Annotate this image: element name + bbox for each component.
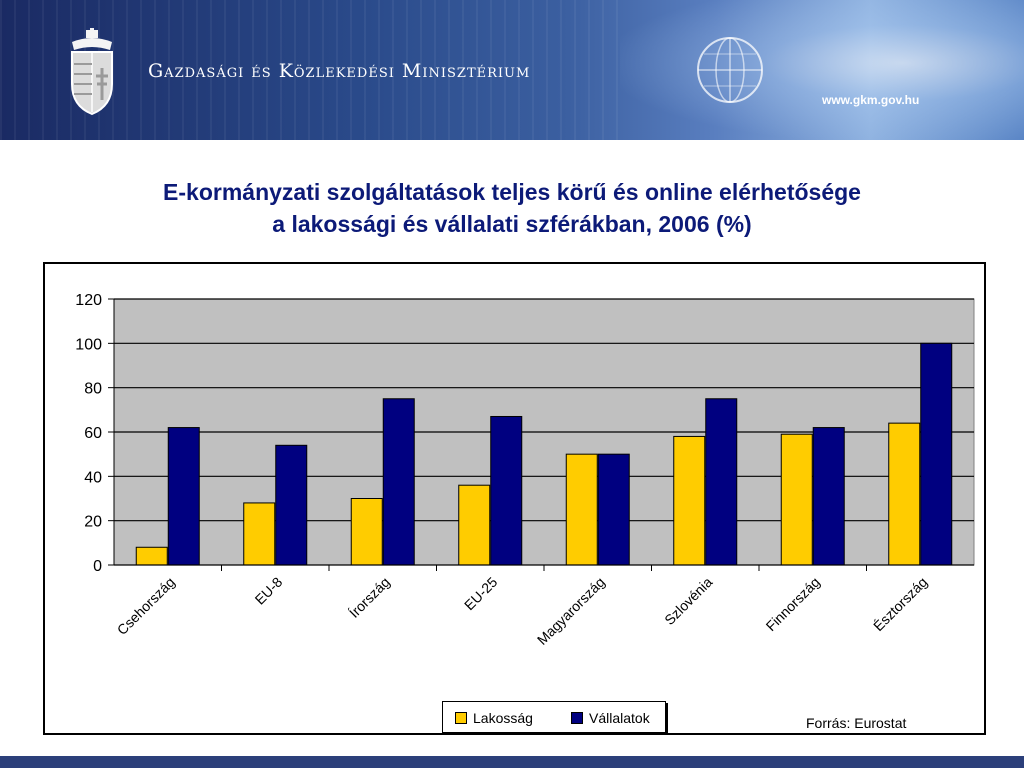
bar-lakossag	[458, 484, 491, 566]
x-tick-label: EU-25	[461, 574, 501, 614]
bar-lakossag	[350, 498, 383, 566]
legend-label-vallalatok: Vállalatok	[589, 710, 650, 726]
y-tick-label: 20	[84, 514, 102, 531]
bar-vallalatok	[275, 444, 308, 566]
website-url: www.gkm.gov.hu	[822, 93, 920, 107]
banner-glow	[620, 0, 1024, 140]
bar-vallalatok	[490, 415, 523, 566]
x-tick-label: Csehország	[114, 574, 178, 638]
x-tick-label: EU-8	[251, 574, 285, 608]
x-tick-label: Magyarország	[534, 574, 608, 648]
y-tick-label: 40	[84, 469, 102, 486]
source-note: Forrás: Eurostat	[806, 715, 907, 731]
chart-legend: Lakosság Vállalatok	[442, 701, 666, 733]
y-tick-label: 80	[84, 381, 102, 398]
bar-lakossag	[888, 422, 921, 566]
chart-title: E-kormányzati szolgáltatások teljes körű…	[40, 176, 984, 240]
bar-vallalatok	[167, 427, 200, 566]
bar-lakossag	[565, 453, 598, 566]
legend-swatch-vallalatok	[571, 712, 583, 725]
legend-swatch-lakossag	[455, 712, 467, 725]
y-tick-label: 0	[93, 558, 102, 575]
footer-bar	[0, 756, 1024, 768]
x-tick-label: Szlovénia	[661, 574, 715, 628]
legend-item-vallalatok: Vállalatok	[571, 710, 650, 726]
x-tick-label: Írország	[346, 574, 393, 621]
globe-icon	[697, 37, 763, 103]
legend-item-lakossag: Lakosság	[455, 710, 533, 726]
y-tick-label: 60	[84, 425, 102, 442]
bar-vallalatok	[597, 453, 630, 566]
x-tick-label: Észtország	[870, 574, 930, 634]
bar-vallalatok	[382, 398, 415, 566]
bar-lakossag	[243, 502, 276, 566]
header-banner: Gazdasági és Közlekedési Minisztérium ww…	[0, 0, 1024, 140]
organization-name: Gazdasági és Közlekedési Minisztérium	[148, 60, 531, 82]
bar-vallalatok	[812, 427, 845, 566]
chart-title-line-2: a lakossági és vállalati szférákban, 200…	[272, 211, 752, 237]
chart-title-line-1: E-kormányzati szolgáltatások teljes körű…	[163, 179, 861, 205]
legend-label-lakossag: Lakosság	[473, 710, 533, 726]
x-tick-label: Finnország	[763, 574, 823, 634]
bar-lakossag	[673, 435, 706, 566]
bar-lakossag	[780, 433, 813, 566]
bar-vallalatok	[705, 398, 738, 566]
bar-lakossag	[135, 546, 168, 566]
bar-vallalatok	[920, 342, 953, 566]
hungarian-coat-of-arms-icon	[71, 28, 113, 116]
y-tick-label: 120	[75, 292, 102, 309]
y-tick-label: 100	[75, 336, 102, 353]
